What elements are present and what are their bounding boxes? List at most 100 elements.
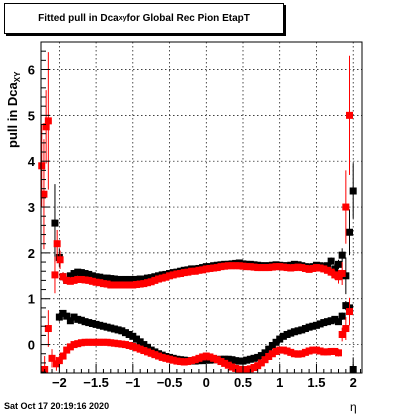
data-point (144, 274, 152, 282)
data-point (66, 343, 74, 351)
data-point (265, 352, 273, 360)
data-point (63, 276, 71, 284)
data-point (268, 350, 276, 358)
data-point (235, 365, 243, 373)
data-point (184, 358, 192, 366)
data-point (81, 318, 89, 326)
data-point (254, 353, 262, 361)
data-point (74, 340, 82, 348)
data-point (144, 279, 152, 287)
data-point (305, 265, 313, 273)
data-point (110, 281, 118, 289)
data-point (206, 353, 214, 361)
data-point (202, 356, 210, 364)
data-point (338, 270, 346, 278)
x-tick-label: 0 (203, 375, 210, 390)
data-point (66, 272, 74, 280)
data-point (331, 265, 339, 273)
data-point (334, 318, 342, 326)
data-point (129, 281, 137, 289)
data-point (243, 366, 251, 373)
data-point (92, 338, 100, 346)
data-point (74, 275, 82, 283)
data-point (316, 320, 324, 328)
data-point (217, 358, 225, 366)
data-point (125, 330, 133, 338)
data-point (228, 356, 236, 364)
data-point (323, 318, 331, 326)
data-point (188, 357, 196, 365)
data-point (70, 313, 78, 321)
data-point (184, 268, 192, 276)
data-point (180, 269, 188, 277)
y-tick-label: 2 (28, 246, 35, 261)
data-point (51, 219, 59, 227)
data-point (323, 262, 331, 270)
data-point (114, 281, 122, 289)
data-point (323, 348, 331, 356)
data-point (103, 323, 111, 331)
data-point (338, 330, 346, 338)
data-point (85, 338, 93, 346)
data-point (243, 356, 251, 364)
data-point (250, 354, 258, 362)
data-point (298, 350, 306, 358)
data-point (180, 358, 188, 366)
data-point (81, 276, 89, 284)
data-point (151, 276, 159, 284)
data-point (70, 270, 78, 278)
data-point (320, 319, 328, 327)
data-point (107, 324, 115, 332)
data-point (309, 322, 317, 330)
data-point (44, 325, 52, 333)
data-point (232, 357, 240, 365)
data-point (110, 275, 118, 283)
data-point (158, 353, 166, 361)
data-point (136, 345, 144, 353)
data-point (294, 350, 302, 358)
data-point (290, 350, 298, 358)
data-point (195, 354, 203, 362)
data-point (155, 275, 163, 283)
x-tick-label: 0.5 (234, 375, 252, 390)
data-point (191, 267, 199, 275)
data-point (334, 349, 342, 357)
data-point (158, 274, 166, 282)
data-point (151, 351, 159, 359)
data-point (177, 358, 185, 366)
y-tick-label: 6 (28, 63, 35, 78)
data-point (338, 312, 346, 320)
data-point (221, 262, 229, 270)
data-point (235, 262, 243, 270)
data-point (327, 317, 335, 325)
data-point (103, 338, 111, 346)
data-point (202, 352, 210, 360)
data-point (129, 342, 137, 350)
data-point (121, 281, 129, 289)
data-point (301, 348, 309, 356)
data-point (107, 275, 115, 283)
svg-text:pull in DcaXY: pull in DcaXY (5, 71, 20, 148)
data-point (121, 341, 129, 349)
data-point (272, 338, 280, 346)
data-point (136, 275, 144, 283)
data-point (92, 273, 100, 281)
data-point (99, 280, 107, 288)
data-point (312, 346, 320, 354)
data-point (246, 355, 254, 363)
y-tick-label: 1 (28, 292, 35, 307)
data-point (177, 270, 185, 278)
data-point (85, 319, 93, 327)
data-point (316, 264, 324, 272)
data-point (88, 277, 96, 285)
data-point (254, 264, 262, 272)
data-point (132, 275, 140, 283)
data-point (342, 203, 350, 211)
data-point (48, 354, 56, 362)
data-point (66, 277, 74, 285)
axis-ticks: −2 −1.5 −1 −0.5 0 0.5 1 1.5 2 0 1 2 3 4 5 6 (28, 41, 362, 390)
data-point (312, 321, 320, 329)
data-point (276, 346, 284, 354)
data-point (257, 359, 265, 367)
data-point (246, 365, 254, 373)
